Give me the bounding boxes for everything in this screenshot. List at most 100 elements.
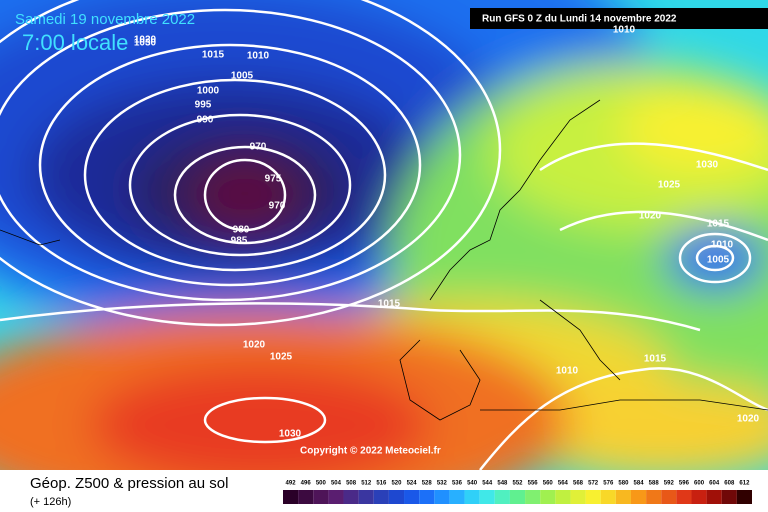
- legend-swatch: [706, 490, 722, 504]
- isobar-label: 985: [231, 236, 248, 247]
- legend-swatch: [494, 490, 510, 504]
- legend-swatch: [661, 490, 677, 504]
- legend-label: 604: [709, 481, 720, 487]
- legend-label: 508: [346, 481, 357, 487]
- isobar-label: 1015: [378, 299, 401, 310]
- legend-label: 556: [528, 481, 539, 487]
- legend-label: 588: [649, 481, 660, 487]
- forecast-date: Samedi 19 novembre 2022: [15, 11, 195, 28]
- legend-label: 528: [422, 481, 433, 487]
- isobar-label: 970: [250, 142, 267, 153]
- legend-label: 572: [588, 481, 599, 487]
- footer-title: Géop. Z500 & pression au sol: [30, 475, 228, 492]
- isobar-label: 1010: [556, 366, 579, 377]
- legend-label: 548: [497, 481, 508, 487]
- legend-swatch: [358, 490, 374, 504]
- footer-lead: (+ 126h): [30, 496, 71, 508]
- legend-swatch: [449, 490, 465, 504]
- legend-label: 496: [301, 481, 312, 487]
- legend-label: 512: [361, 481, 372, 487]
- legend-swatch: [373, 490, 389, 504]
- legend-label: 564: [558, 481, 569, 487]
- legend-label: 504: [331, 481, 342, 487]
- coastlines: [0, 99, 768, 421]
- legend-swatch: [404, 490, 420, 504]
- isobar-label: 1030: [696, 160, 719, 171]
- legend-swatch: [736, 490, 752, 504]
- isobar-label: 1025: [658, 180, 681, 191]
- legend-swatch: [419, 490, 435, 504]
- legend-label: 580: [618, 481, 629, 487]
- legend-swatch: [646, 490, 662, 504]
- legend-swatch: [525, 490, 541, 504]
- legend-label: 544: [482, 481, 493, 487]
- run-info: Run GFS 0 Z du Lundi 14 novembre 2022: [482, 14, 677, 25]
- legend-label: 560: [543, 481, 554, 487]
- isobar-label: 1010: [711, 240, 734, 251]
- isobar-label: 1030: [134, 38, 157, 49]
- legend-label: 516: [376, 481, 387, 487]
- isobar-label: 1020: [134, 35, 157, 46]
- legend-swatch: [283, 490, 299, 504]
- legend-label: 612: [739, 481, 750, 487]
- isobar-label: 1010: [613, 25, 636, 36]
- legend-label: 576: [603, 481, 614, 487]
- copyright: Copyright © 2022 Meteociel.fr: [300, 446, 441, 457]
- legend-label: 596: [679, 481, 690, 487]
- legend-swatch: [509, 490, 526, 504]
- legend-label: 608: [724, 481, 735, 487]
- isobar-label: 1010: [247, 51, 270, 62]
- legend-swatch: [343, 490, 359, 504]
- legend-label: 568: [573, 481, 584, 487]
- isobar-label: 1005: [707, 255, 730, 266]
- legend-label: 552: [512, 481, 523, 487]
- legend-label: 536: [452, 481, 463, 487]
- legend-swatch: [615, 490, 631, 504]
- legend-swatch: [464, 490, 480, 504]
- legend-label: 532: [437, 481, 448, 487]
- legend-swatch: [676, 490, 692, 504]
- legend-swatch: [298, 490, 314, 504]
- legend-swatch: [600, 490, 616, 504]
- legend-swatch: [313, 490, 329, 504]
- legend-label: 492: [286, 481, 297, 487]
- legend-label: 584: [634, 481, 645, 487]
- isobars: [0, 0, 768, 470]
- legend-swatch: [585, 490, 601, 504]
- isobar-label: 970: [269, 201, 286, 212]
- legend-swatch: [555, 490, 571, 504]
- legend-swatch: [540, 490, 556, 504]
- legend-swatch: [570, 490, 586, 504]
- isobar-label: 1000: [197, 86, 220, 97]
- legend-swatch: [434, 490, 450, 504]
- legend-swatch: [691, 490, 707, 504]
- isobar-label: 1030: [279, 429, 302, 440]
- isobar-label: 1025: [270, 352, 293, 363]
- isobar-label: 1015: [202, 50, 225, 61]
- isobar-label: 1015: [644, 354, 667, 365]
- color-legend: 492 496 500 504 508 512 516 520 524 528 532 536 540 5…: [283, 481, 752, 504]
- isobar-label: 990: [197, 115, 214, 126]
- isobar-label: 980: [233, 225, 250, 236]
- run-box: [470, 8, 768, 29]
- legend-swatch: [721, 490, 737, 504]
- legend-swatch: [328, 490, 344, 504]
- legend-label: 500: [316, 481, 327, 487]
- isobar-label: 1015: [707, 219, 730, 230]
- legend-swatch: [630, 490, 647, 504]
- isobar-label: 1020: [243, 340, 266, 351]
- legend-swatch: [388, 490, 405, 504]
- legend-label: 520: [391, 481, 402, 487]
- isobar-label: 1020: [737, 414, 760, 425]
- isobar-label: 975: [265, 174, 282, 185]
- isobar-label: 1005: [231, 71, 254, 82]
- forecast-time: 7:00 locale: [22, 30, 128, 55]
- legend-label: 524: [407, 481, 418, 487]
- isobar-label: 1020: [639, 211, 662, 222]
- legend-swatch: [479, 490, 495, 504]
- legend-label: 540: [467, 481, 478, 487]
